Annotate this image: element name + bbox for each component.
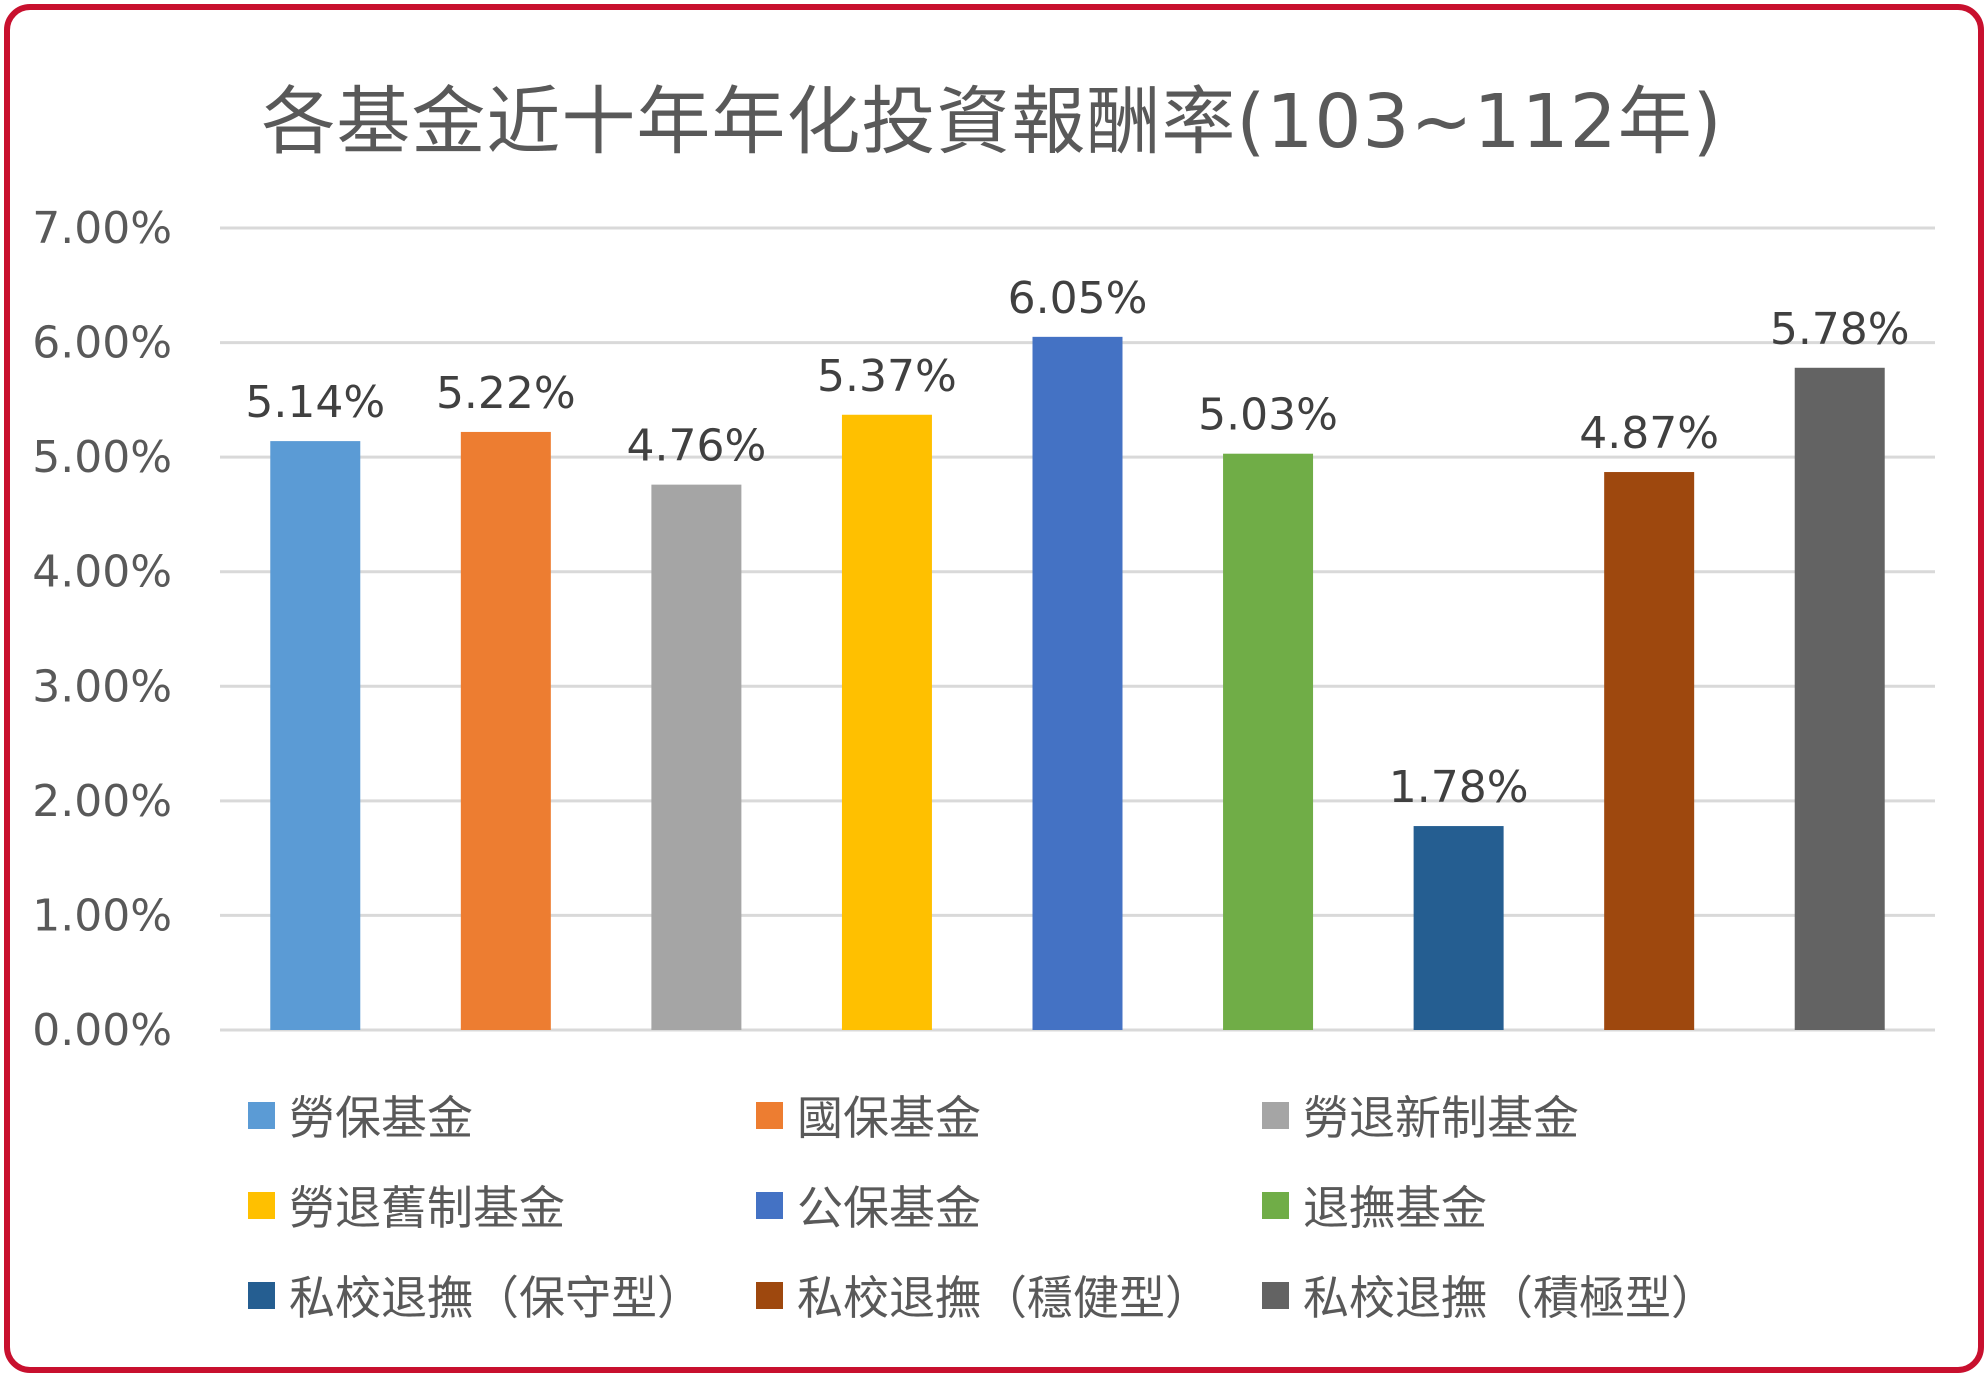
legend-swatch	[1262, 1281, 1289, 1309]
y-tick-label: 0.00%	[32, 1005, 172, 1056]
legend-swatch	[756, 1191, 783, 1219]
bar-value-label: 5.03%	[1198, 390, 1338, 441]
bar-value-label: 1.78%	[1389, 762, 1529, 813]
legend-swatch	[248, 1281, 275, 1309]
legend-item: 私校退撫（穩健型）	[756, 1265, 1211, 1325]
bar-value-label: 5.37%	[817, 351, 957, 402]
legend-label: 勞退新制基金	[1303, 1091, 1579, 1145]
bar-value-label: 5.14%	[245, 377, 385, 428]
legend-item: 勞退舊制基金	[248, 1175, 565, 1235]
legend-swatch	[1262, 1191, 1289, 1219]
legend-swatch	[756, 1281, 783, 1309]
legend-swatch	[248, 1191, 275, 1219]
bar-value-label: 5.78%	[1770, 304, 1910, 355]
bar-value-label: 4.87%	[1579, 408, 1719, 459]
bar	[651, 484, 742, 1030]
y-tick-label: 1.00%	[32, 890, 172, 941]
bar-value-label: 4.76%	[626, 421, 766, 472]
bar	[841, 414, 932, 1030]
bar-value-label: 5.22%	[436, 368, 576, 419]
legend-label: 私校退撫（積極型）	[1303, 1271, 1717, 1325]
legend-label: 國保基金	[797, 1091, 981, 1145]
y-tick-label: 7.00%	[32, 203, 172, 254]
legend: 勞保基金 國保基金 勞退新制基金勞退舊制基金 公保基金 退撫基金私校退撫（保守型） 私校退…	[248, 1085, 1788, 1365]
legend-label: 勞保基金	[289, 1091, 473, 1145]
bar	[1604, 472, 1695, 1031]
legend-swatch	[1262, 1101, 1289, 1129]
y-tick-label: 2.00%	[32, 776, 172, 827]
legend-swatch	[248, 1101, 275, 1129]
bar	[1413, 826, 1504, 1030]
legend-item: 勞保基金	[248, 1085, 473, 1145]
data-labels: 5.14% 5.22% 4.76% 5.37% 6.05% 5.03% 1.78% 4.87%…	[245, 273, 1909, 813]
bar	[1794, 367, 1885, 1031]
bar	[1032, 336, 1123, 1030]
legend-label: 私校退撫（穩健型）	[797, 1271, 1211, 1325]
legend-label: 私校退撫（保守型）	[289, 1271, 703, 1325]
bar	[270, 441, 361, 1030]
legend-swatch	[756, 1101, 783, 1129]
legend-item: 退撫基金	[1262, 1175, 1487, 1235]
bars	[270, 336, 1885, 1031]
legend-item: 私校退撫（保守型）	[248, 1265, 703, 1325]
y-tick-label: 6.00%	[32, 318, 172, 369]
legend-item: 私校退撫（積極型）	[1262, 1265, 1717, 1325]
bar	[460, 431, 551, 1030]
legend-item: 公保基金	[756, 1175, 981, 1235]
legend-label: 勞退舊制基金	[289, 1181, 565, 1235]
y-tick-label: 4.00%	[32, 547, 172, 598]
chart-title: 各基金近十年年化投資報酬率(103~112年)	[261, 79, 1723, 165]
y-tick-label: 5.00%	[32, 432, 172, 483]
legend-label: 公保基金	[797, 1181, 981, 1235]
y-tick-label: 3.00%	[32, 661, 172, 712]
legend-label: 退撫基金	[1303, 1181, 1487, 1235]
y-axis-ticks: 0.00% 1.00% 2.00% 3.00% 4.00% 5.00% 6.00% 7.00%	[32, 203, 172, 1056]
bar-value-label: 6.05%	[1008, 273, 1148, 324]
bar	[1223, 453, 1314, 1031]
legend-item: 國保基金	[756, 1085, 981, 1145]
legend-item: 勞退新制基金	[1262, 1085, 1579, 1145]
